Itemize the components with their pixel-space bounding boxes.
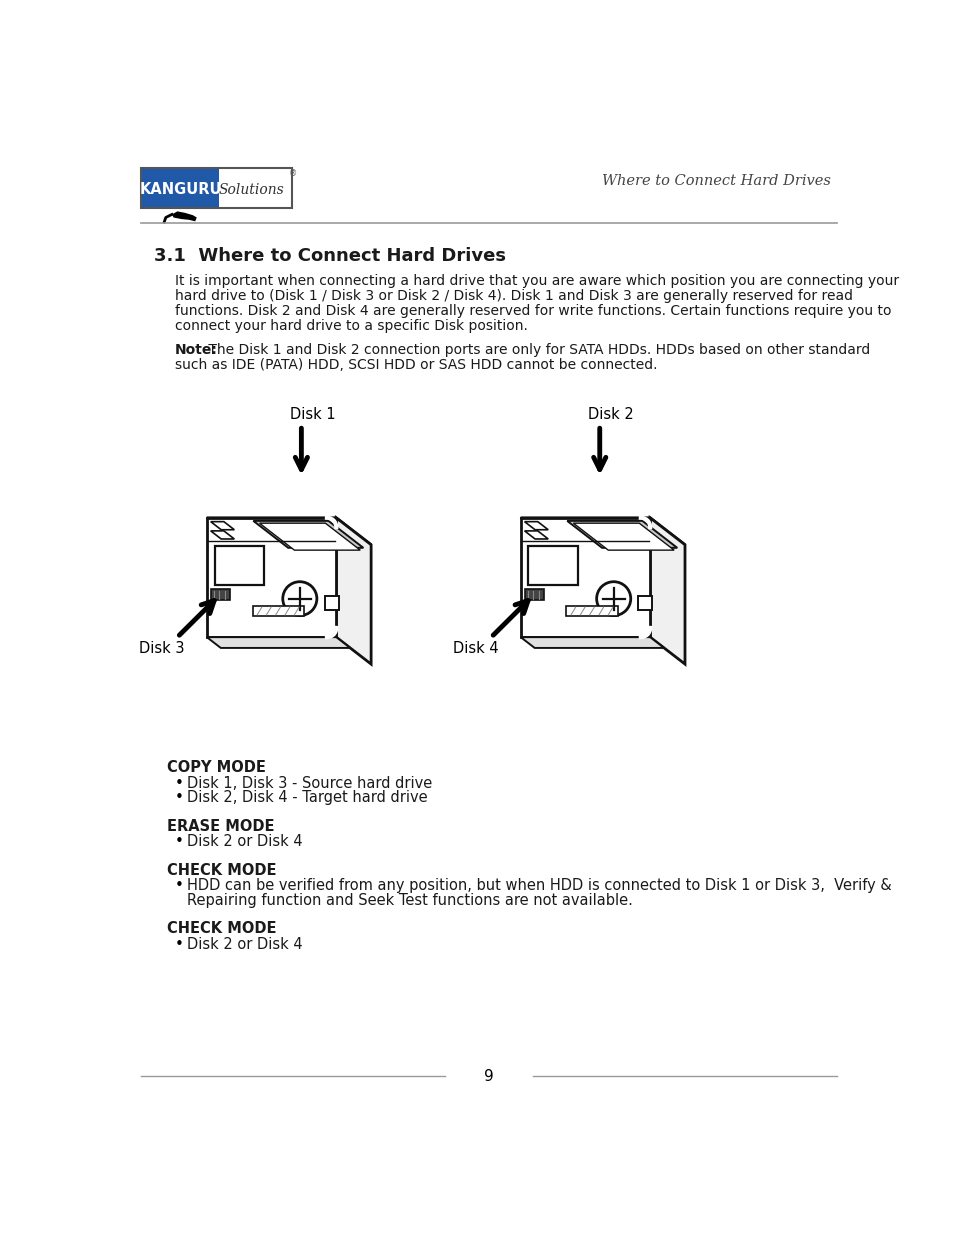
Text: The Disk 1 and Disk 2 connection ports are only for SATA HDDs. HDDs based on oth: The Disk 1 and Disk 2 connection ports a… xyxy=(204,343,869,357)
Text: It is important when connecting a hard drive that you are aware which position y: It is important when connecting a hard d… xyxy=(174,274,899,288)
Polygon shape xyxy=(207,517,335,637)
Text: such as IDE (PATA) HDD, SCSI HDD or SAS HDD cannot be connected.: such as IDE (PATA) HDD, SCSI HDD or SAS … xyxy=(174,358,657,372)
Text: KANGURU: KANGURU xyxy=(139,183,221,198)
Text: Where to Connect Hard Drives: Where to Connect Hard Drives xyxy=(601,174,830,188)
FancyBboxPatch shape xyxy=(141,168,292,209)
Polygon shape xyxy=(524,521,548,530)
Polygon shape xyxy=(649,517,684,664)
Text: 3.1  Where to Connect Hard Drives: 3.1 Where to Connect Hard Drives xyxy=(154,247,506,264)
Text: ERASE MODE: ERASE MODE xyxy=(167,819,274,834)
Polygon shape xyxy=(211,521,234,530)
Circle shape xyxy=(282,582,316,615)
Polygon shape xyxy=(207,517,371,545)
Text: Repairing function and Seek Test functions are not available.: Repairing function and Seek Test functio… xyxy=(187,893,632,908)
FancyBboxPatch shape xyxy=(253,605,304,616)
Text: Disk 2 or Disk 4: Disk 2 or Disk 4 xyxy=(187,936,302,952)
Polygon shape xyxy=(520,637,663,648)
Text: •: • xyxy=(174,835,184,850)
FancyBboxPatch shape xyxy=(566,605,618,616)
Polygon shape xyxy=(253,521,363,548)
Text: ®: ® xyxy=(289,169,296,178)
Bar xyxy=(524,589,543,600)
Text: Note:: Note: xyxy=(174,343,217,357)
Bar xyxy=(211,589,230,600)
Text: CHECK MODE: CHECK MODE xyxy=(167,921,276,936)
Bar xyxy=(142,169,219,207)
FancyBboxPatch shape xyxy=(214,546,264,585)
Text: Disk 2: Disk 2 xyxy=(588,406,634,421)
Bar xyxy=(324,597,338,610)
Bar xyxy=(638,597,652,610)
Text: Disk 2 or Disk 4: Disk 2 or Disk 4 xyxy=(187,835,302,850)
Text: hard drive to (Disk 1 / Disk 3 or Disk 2 / Disk 4). Disk 1 and Disk 3 are genera: hard drive to (Disk 1 / Disk 3 or Disk 2… xyxy=(174,289,852,303)
Polygon shape xyxy=(524,531,548,538)
Polygon shape xyxy=(520,517,684,545)
Text: CHECK MODE: CHECK MODE xyxy=(167,863,276,878)
Polygon shape xyxy=(172,211,196,221)
Text: •: • xyxy=(174,878,184,893)
Text: COPY MODE: COPY MODE xyxy=(167,761,266,776)
Text: Disk 3: Disk 3 xyxy=(139,641,185,656)
Text: 9: 9 xyxy=(483,1068,494,1083)
Text: •: • xyxy=(174,790,184,805)
Polygon shape xyxy=(573,524,674,550)
Text: Disk 2, Disk 4 - Target hard drive: Disk 2, Disk 4 - Target hard drive xyxy=(187,790,427,805)
Text: connect your hard drive to a specific Disk position.: connect your hard drive to a specific Di… xyxy=(174,319,527,332)
Circle shape xyxy=(596,582,630,615)
Text: •: • xyxy=(174,936,184,952)
FancyBboxPatch shape xyxy=(528,546,578,585)
Text: functions. Disk 2 and Disk 4 are generally reserved for write functions. Certain: functions. Disk 2 and Disk 4 are general… xyxy=(174,304,891,317)
Polygon shape xyxy=(259,524,360,550)
Polygon shape xyxy=(567,521,677,548)
Polygon shape xyxy=(211,531,234,538)
Text: Disk 1: Disk 1 xyxy=(290,406,335,421)
Text: Disk 1, Disk 3 - Source hard drive: Disk 1, Disk 3 - Source hard drive xyxy=(187,776,432,790)
Text: HDD can be verified from any position, but when HDD is connected to Disk 1 or Di: HDD can be verified from any position, b… xyxy=(187,878,890,893)
Text: •: • xyxy=(174,776,184,790)
Polygon shape xyxy=(207,637,350,648)
Polygon shape xyxy=(520,517,649,637)
Text: Disk 4: Disk 4 xyxy=(453,641,498,656)
Text: Solutions: Solutions xyxy=(218,183,284,196)
Polygon shape xyxy=(335,517,371,664)
